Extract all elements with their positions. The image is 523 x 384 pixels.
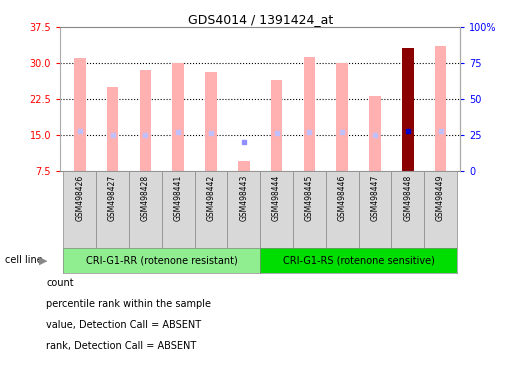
- Text: percentile rank within the sample: percentile rank within the sample: [46, 299, 211, 309]
- Bar: [173, 63, 184, 171]
- Text: GSM498443: GSM498443: [240, 175, 248, 221]
- Bar: [369, 96, 381, 171]
- Bar: [391, 171, 424, 248]
- Bar: [96, 171, 129, 248]
- Bar: [129, 171, 162, 248]
- Bar: [195, 171, 228, 248]
- Text: GSM498446: GSM498446: [338, 175, 347, 221]
- Text: GSM498428: GSM498428: [141, 175, 150, 221]
- Text: rank, Detection Call = ABSENT: rank, Detection Call = ABSENT: [46, 341, 196, 351]
- Text: GSM498426: GSM498426: [75, 175, 84, 221]
- Bar: [260, 171, 293, 248]
- Text: CRI-G1-RR (rotenone resistant): CRI-G1-RR (rotenone resistant): [86, 255, 237, 265]
- Bar: [326, 171, 359, 248]
- Bar: [205, 71, 217, 171]
- Text: ▶: ▶: [39, 255, 48, 265]
- Bar: [359, 171, 391, 248]
- Bar: [304, 57, 315, 171]
- Text: GSM498449: GSM498449: [436, 175, 445, 221]
- Bar: [107, 87, 118, 171]
- Bar: [238, 161, 249, 171]
- Bar: [424, 171, 457, 248]
- Text: GSM498441: GSM498441: [174, 175, 183, 221]
- Text: value, Detection Call = ABSENT: value, Detection Call = ABSENT: [46, 320, 201, 330]
- Text: GSM498427: GSM498427: [108, 175, 117, 221]
- Text: GSM498447: GSM498447: [370, 175, 380, 221]
- Bar: [162, 171, 195, 248]
- Bar: [228, 171, 260, 248]
- Bar: [74, 58, 86, 171]
- Text: count: count: [46, 278, 74, 288]
- Text: CRI-G1-RS (rotenone sensitive): CRI-G1-RS (rotenone sensitive): [282, 255, 435, 265]
- Bar: [402, 48, 414, 171]
- Bar: [293, 171, 326, 248]
- Text: GSM498448: GSM498448: [403, 175, 412, 221]
- Text: cell line: cell line: [5, 255, 43, 265]
- Title: GDS4014 / 1391424_at: GDS4014 / 1391424_at: [188, 13, 333, 26]
- Bar: [336, 63, 348, 171]
- Bar: [271, 80, 282, 171]
- Bar: [140, 70, 151, 171]
- Text: GSM498445: GSM498445: [305, 175, 314, 221]
- Bar: [63, 171, 96, 248]
- Text: GSM498442: GSM498442: [207, 175, 215, 221]
- Bar: [435, 46, 446, 171]
- Text: GSM498444: GSM498444: [272, 175, 281, 221]
